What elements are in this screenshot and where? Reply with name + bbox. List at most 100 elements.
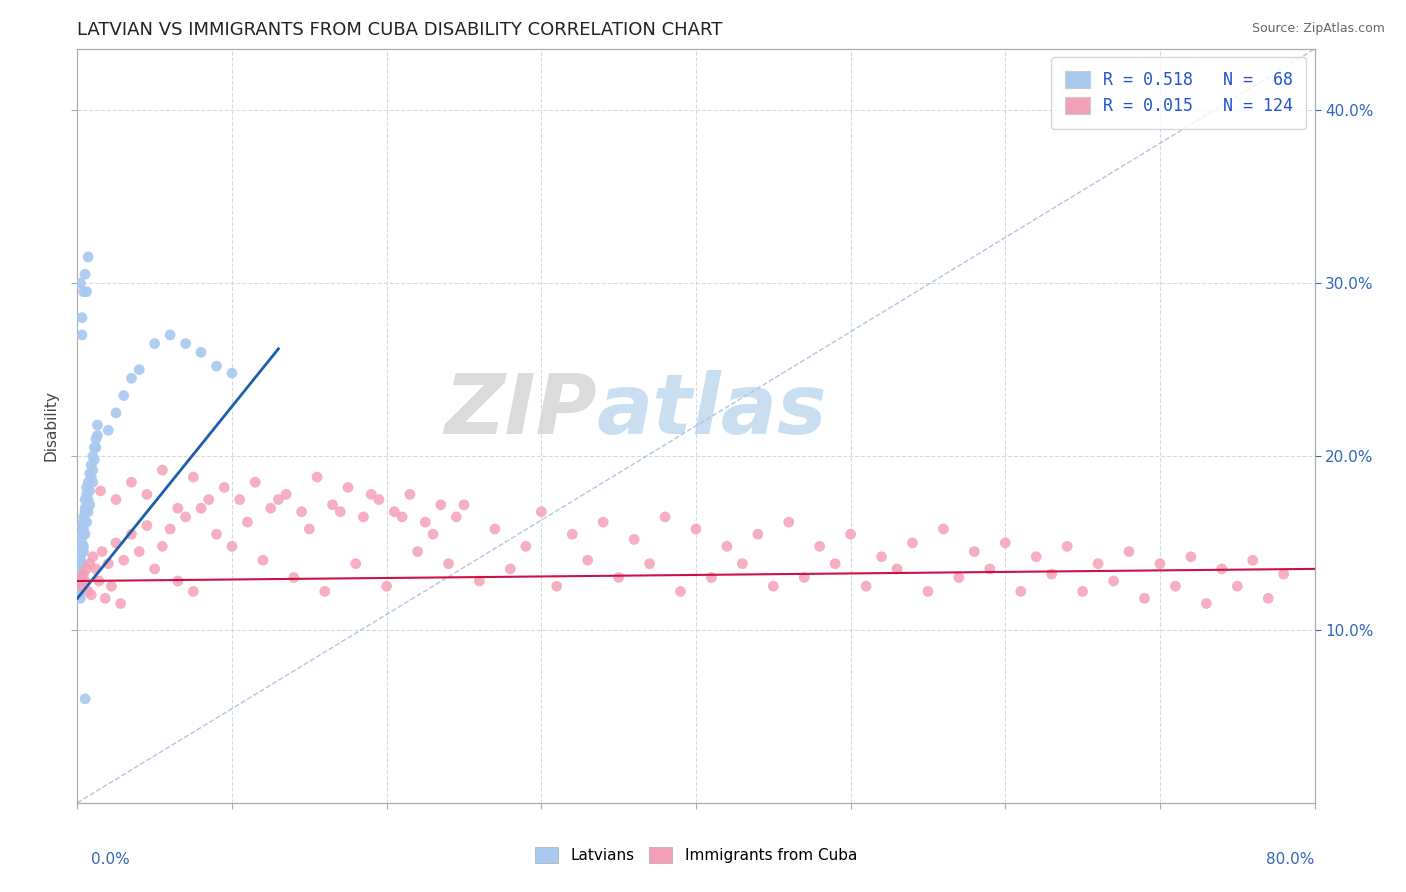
Point <box>69 570 91 584</box>
Point <box>1257 591 1279 606</box>
Point <box>83 441 105 455</box>
Point <box>344 557 367 571</box>
Point <box>72 509 94 524</box>
Point <box>67 570 90 584</box>
Point <box>77 505 100 519</box>
Point <box>82 475 104 490</box>
Point <box>80 470 103 484</box>
Point <box>70 310 93 325</box>
Point <box>167 574 190 588</box>
Point <box>67 579 90 593</box>
Point <box>1180 549 1202 564</box>
Point <box>406 544 429 558</box>
Point <box>1118 544 1140 558</box>
Text: Source: ZipAtlas.com: Source: ZipAtlas.com <box>1251 22 1385 36</box>
Point <box>136 518 159 533</box>
Point <box>69 553 91 567</box>
Point <box>205 527 228 541</box>
Point <box>762 579 785 593</box>
Point <box>112 553 135 567</box>
Point <box>932 522 955 536</box>
Point <box>747 527 769 541</box>
Point <box>917 584 939 599</box>
Text: LATVIAN VS IMMIGRANTS FROM CUBA DISABILITY CORRELATION CHART: LATVIAN VS IMMIGRANTS FROM CUBA DISABILI… <box>77 21 723 39</box>
Point <box>252 553 274 567</box>
Point <box>422 527 444 541</box>
Point <box>121 371 143 385</box>
Point <box>198 492 221 507</box>
Point <box>72 285 94 299</box>
Point <box>79 557 101 571</box>
Point <box>824 557 846 571</box>
Point <box>75 515 96 529</box>
Point <box>80 588 103 602</box>
Point <box>337 480 360 494</box>
Point <box>70 527 93 541</box>
Point <box>152 463 174 477</box>
Point <box>716 540 738 554</box>
Point <box>1133 591 1156 606</box>
Point <box>1102 574 1125 588</box>
Point <box>72 522 94 536</box>
Y-axis label: Disability: Disability <box>44 391 59 461</box>
Point <box>260 501 283 516</box>
Point <box>808 540 831 554</box>
Point <box>391 509 413 524</box>
Point <box>69 574 91 588</box>
Point <box>105 492 127 507</box>
Point <box>205 359 228 373</box>
Point <box>76 562 98 576</box>
Point <box>86 418 108 433</box>
Point <box>382 505 406 519</box>
Point <box>399 487 422 501</box>
Point <box>870 549 893 564</box>
Point <box>592 515 614 529</box>
Point <box>623 533 645 547</box>
Point <box>72 527 94 541</box>
Point <box>283 570 305 584</box>
Point <box>80 458 103 472</box>
Point <box>86 428 108 442</box>
Point <box>82 549 104 564</box>
Point <box>75 527 96 541</box>
Point <box>79 467 101 481</box>
Point <box>360 487 382 501</box>
Point <box>1056 540 1078 554</box>
Point <box>69 549 91 564</box>
Point <box>72 515 94 529</box>
Point <box>110 597 132 611</box>
Point <box>105 536 127 550</box>
Point <box>159 522 181 536</box>
Point <box>446 509 468 524</box>
Point <box>77 584 100 599</box>
Point <box>83 452 105 467</box>
Point <box>84 441 107 455</box>
Point <box>94 591 117 606</box>
Point <box>84 562 107 576</box>
Point <box>79 498 101 512</box>
Point <box>100 579 122 593</box>
Point <box>76 285 98 299</box>
Point <box>1211 562 1233 576</box>
Point <box>70 540 93 554</box>
Point <box>561 527 583 541</box>
Point <box>69 562 91 576</box>
Point <box>530 505 553 519</box>
Point <box>67 588 90 602</box>
Point <box>69 276 91 290</box>
Point <box>75 268 96 282</box>
Point <box>352 509 374 524</box>
Point <box>329 505 352 519</box>
Point <box>70 328 93 343</box>
Point <box>183 470 205 484</box>
Point <box>70 567 93 582</box>
Point <box>84 432 107 446</box>
Point <box>82 463 104 477</box>
Point <box>159 328 181 343</box>
Point <box>276 487 298 501</box>
Point <box>793 570 815 584</box>
Text: ZIP: ZIP <box>444 370 598 451</box>
Point <box>437 557 460 571</box>
Point <box>128 362 150 376</box>
Point <box>72 540 94 554</box>
